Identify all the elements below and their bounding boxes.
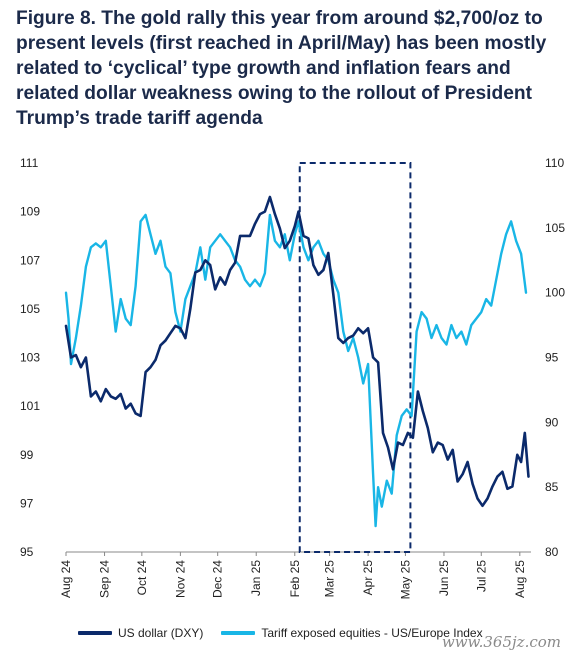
highlight-box-rect	[298, 162, 412, 553]
x-tick-label: Feb 25	[288, 560, 302, 598]
legend-item-dxy: US dollar (DXY)	[78, 626, 203, 640]
y-left-tick-label: 109	[20, 205, 40, 219]
x-tick-label: Nov 24	[173, 560, 187, 598]
y-left-tick-label: 101	[20, 399, 40, 413]
x-tick-label: Mar 25	[323, 560, 337, 598]
y-right-tick-label: 105	[545, 221, 565, 235]
legend-label-dxy: US dollar (DXY)	[118, 626, 204, 640]
x-tick-label: Aug 24	[59, 560, 73, 598]
x-tick-label: Aug 25	[513, 560, 527, 598]
highlight-box	[298, 162, 412, 553]
y-left-tick-label: 99	[20, 448, 34, 462]
x-tick-label: Oct 24	[135, 560, 149, 596]
y-right-tick-label: 90	[545, 415, 559, 429]
chart-axes: Aug 24 Sep 24 Oct 24 Nov 24 Dec 24 Jan 25 Feb …	[20, 156, 565, 599]
y-left-tick-label: 97	[20, 496, 34, 510]
x-tick-label: Dec 24	[211, 560, 225, 598]
y-right-tick-label: 80	[545, 545, 559, 559]
y-left-tick-label: 103	[20, 351, 40, 365]
series-line-equities	[64, 213, 528, 528]
y-left-tick-label: 107	[20, 253, 40, 267]
legend-swatch-equities	[221, 631, 256, 635]
legend-swatch-dxy	[78, 631, 112, 635]
x-tick-label: Jul 25	[474, 560, 488, 592]
legend-label-equities: Tariff exposed equities - US/Europe Inde…	[261, 626, 483, 640]
x-tick-label: Jun 25	[437, 560, 451, 596]
y-right-tick-label: 110	[545, 156, 564, 170]
y-left-tick-label: 95	[20, 545, 34, 559]
y-right-tick-label: 100	[545, 286, 565, 300]
x-tick-label: May 25	[398, 560, 412, 600]
legend-item-equities: Tariff exposed equities - US/Europe Inde…	[221, 626, 483, 640]
chart-title: Figure 8. The gold rally this year from …	[16, 8, 547, 129]
series-line-dxy	[64, 195, 530, 508]
y-right-tick-label: 85	[545, 480, 559, 494]
watermark: www.365jz.com	[441, 633, 561, 651]
chart-legend: US dollar (DXY) Tariff exposed equities …	[78, 626, 483, 640]
x-tick-label: Jan 25	[249, 560, 263, 596]
x-tick-label: Sep 24	[98, 560, 112, 598]
chart-series	[64, 195, 530, 528]
y-right-tick-label: 95	[545, 351, 559, 365]
y-left-tick-label: 111	[20, 156, 39, 170]
y-left-tick-label: 105	[20, 302, 40, 316]
x-tick-label: Apr 25	[361, 560, 375, 596]
